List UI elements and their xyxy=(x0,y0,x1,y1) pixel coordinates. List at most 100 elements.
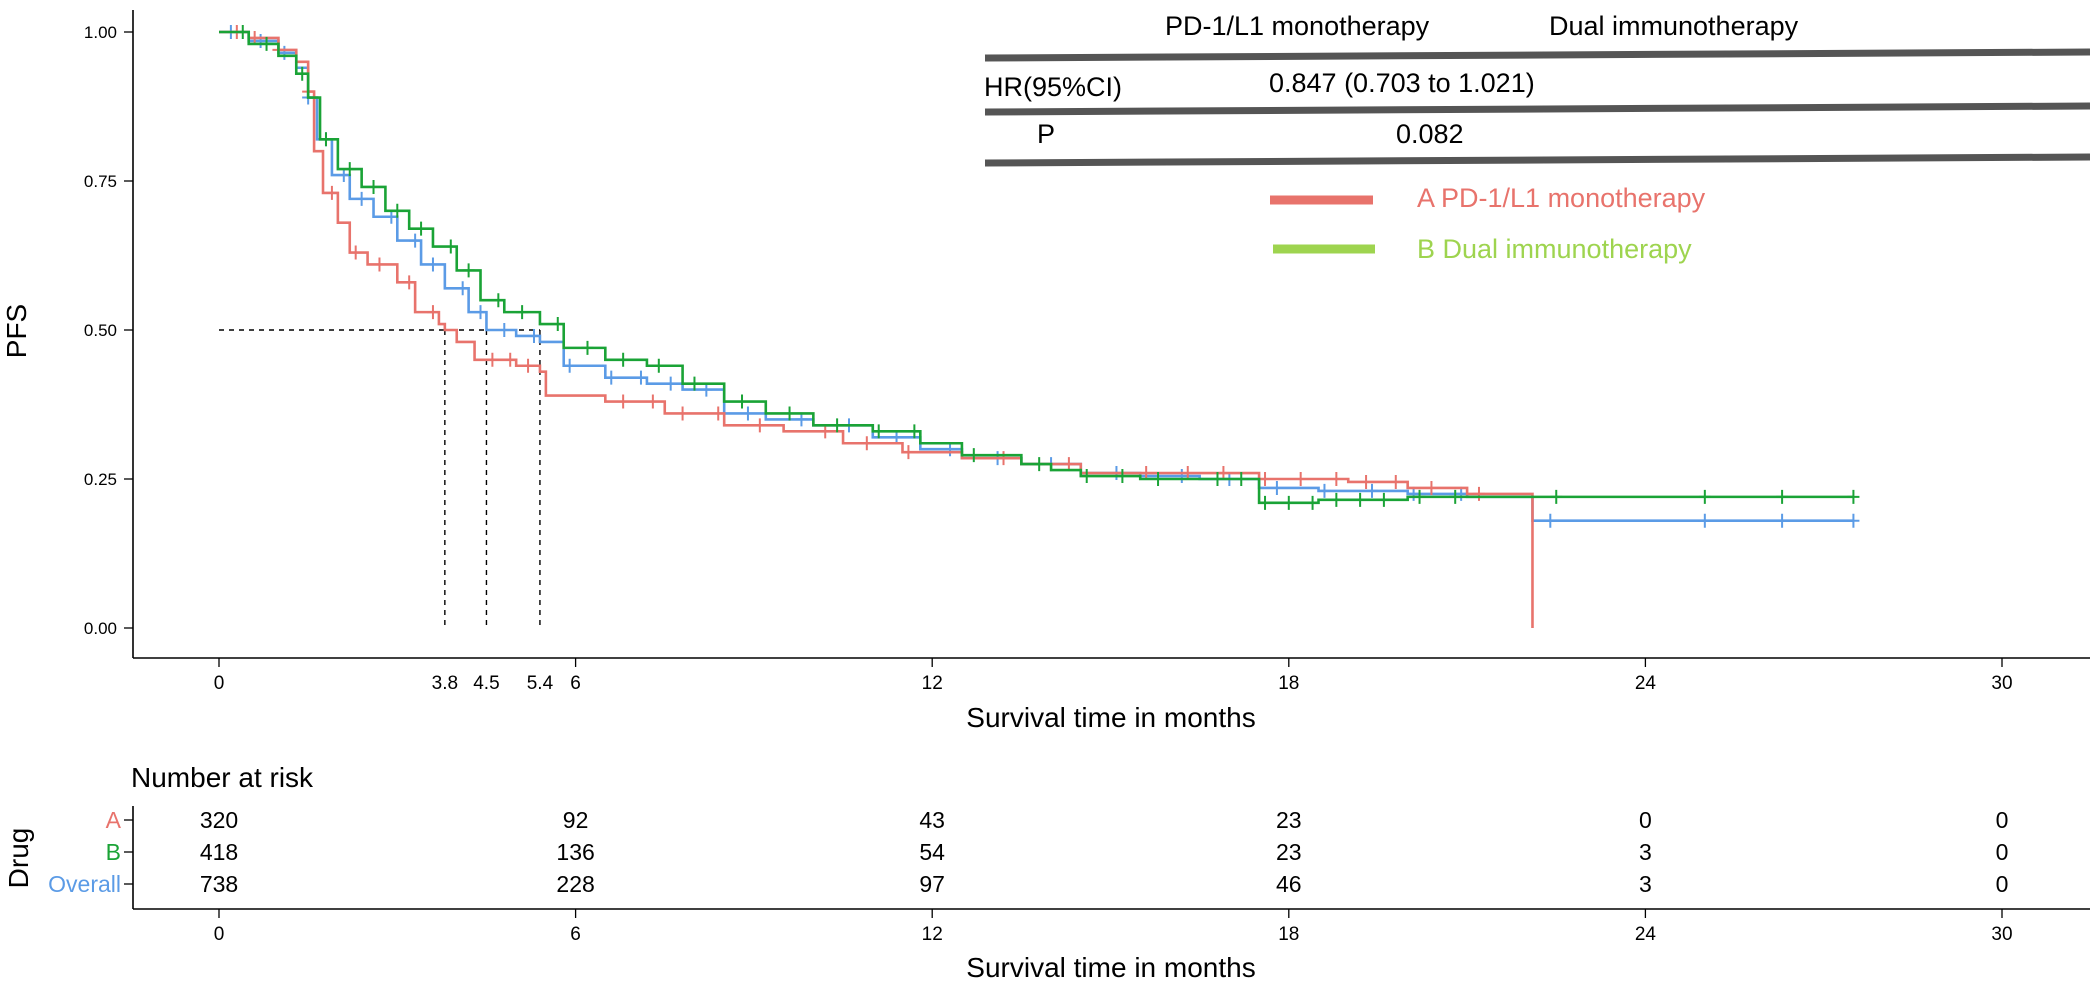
y-axis-title: PFS xyxy=(1,304,32,358)
risk-count: 0 xyxy=(1996,839,2009,865)
risk-count: 418 xyxy=(200,839,238,865)
censor-mark xyxy=(1360,474,1373,489)
risk-row-label: Overall xyxy=(48,871,121,897)
median-label: 3.8 xyxy=(432,673,458,694)
median-label: 4.5 xyxy=(473,673,499,694)
censor-mark xyxy=(474,305,487,320)
risk-count: 0 xyxy=(1639,807,1652,833)
risk-x-tick-label: 0 xyxy=(214,924,225,945)
risk-count: 320 xyxy=(200,807,238,833)
x-tick-label: 12 xyxy=(922,673,943,694)
risk-rows: A 320 92 43 23 0 0 B 418 136 54 23 3 0 Overall 738 228 97… xyxy=(48,807,2008,897)
censor-mark xyxy=(426,257,439,272)
censor-mark xyxy=(319,132,332,147)
censor-mark xyxy=(1270,480,1283,495)
censor-mark xyxy=(1318,483,1331,498)
stats-hr-label: HR(95%CI) xyxy=(984,72,1122,102)
censor-mark xyxy=(551,317,564,332)
risk-x-axis-title: Survival time in months xyxy=(966,952,1255,981)
censor-mark xyxy=(236,25,249,39)
stats-rule-mid xyxy=(984,102,2091,116)
risk-count: 43 xyxy=(919,807,945,833)
censor-mark xyxy=(456,281,469,296)
risk-count: 228 xyxy=(556,871,594,897)
risk-count: 0 xyxy=(1996,871,2009,897)
censor-mark xyxy=(325,185,338,200)
risk-count: 738 xyxy=(200,871,238,897)
censor-mark xyxy=(355,191,368,206)
censor-mark xyxy=(1472,486,1485,501)
censor-mark xyxy=(860,436,873,451)
stats-rule-top xyxy=(984,48,2091,62)
censor-mark xyxy=(634,370,647,385)
risk-y-axis-title: Drug xyxy=(3,828,34,889)
median-label: 5.4 xyxy=(527,673,554,694)
stats-header-monotherapy: PD-1/L1 monotherapy xyxy=(1165,11,1430,41)
censor-mark xyxy=(1550,489,1563,504)
censor-mark xyxy=(1847,489,1860,504)
censor-mark xyxy=(581,340,594,355)
stats-hr-value: 0.847 (0.703 to 1.021) xyxy=(1269,68,1535,98)
censor-mark xyxy=(1116,469,1129,484)
x-tick-label: 30 xyxy=(1991,673,2012,694)
y-tick-label: 0.50 xyxy=(84,321,117,340)
risk-count: 136 xyxy=(556,839,594,865)
x-tick-label: 24 xyxy=(1635,673,1657,694)
censor-mark xyxy=(1033,457,1046,472)
y-axis-ticks: 0.00 0.25 0.50 0.75 1.00 xyxy=(84,23,133,638)
risk-count: 23 xyxy=(1276,839,1302,865)
censor-mark xyxy=(1175,469,1188,484)
x-tick-label: 0 xyxy=(214,673,225,694)
censor-mark xyxy=(1235,472,1248,486)
censor-mark xyxy=(1306,495,1319,510)
stats-rule-bottom xyxy=(984,153,2091,167)
main-plot: 0.00 0.25 0.50 0.75 1.00 0 6 12 18 24 30 3.8 4.5 5.… xyxy=(1,10,2090,733)
censor-mark xyxy=(1330,472,1343,486)
censor-mark xyxy=(605,370,618,385)
censor-mark xyxy=(367,179,380,194)
censor-mark xyxy=(498,323,511,337)
censor-mark xyxy=(1377,492,1390,507)
curve-b xyxy=(219,30,1854,505)
censor-mark xyxy=(1259,472,1272,486)
censor-mark xyxy=(563,358,576,373)
censor-mark xyxy=(967,448,980,463)
censor-mark xyxy=(409,233,422,248)
risk-count: 92 xyxy=(563,807,589,833)
series-b xyxy=(219,25,1860,510)
curve-a xyxy=(219,30,1534,628)
censor-mark xyxy=(1698,513,1711,528)
censor-mark xyxy=(902,445,915,460)
risk-x-tick-label: 18 xyxy=(1278,924,1299,945)
legend-label-b: B Dual immunotherapy xyxy=(1417,234,1692,264)
censor-mark xyxy=(676,406,689,421)
median-survival-lines: 3.8 4.5 5.4 xyxy=(219,329,554,694)
legend: A PD-1/L1 monotherapy B Dual immunothera… xyxy=(1270,183,1706,264)
censor-mark xyxy=(415,221,428,236)
x-axis-ticks: 0 6 12 18 24 30 xyxy=(214,658,2013,694)
censor-mark xyxy=(652,358,665,373)
censor-mark xyxy=(1152,472,1165,486)
legend-label-a: A PD-1/L1 monotherapy xyxy=(1417,183,1706,213)
censor-mark xyxy=(1080,469,1093,484)
censor-mark xyxy=(1698,489,1711,504)
censor-mark xyxy=(1776,513,1789,528)
y-tick-label: 0.75 xyxy=(84,172,117,191)
censor-mark xyxy=(1389,474,1402,489)
risk-x-tick-label: 6 xyxy=(570,924,581,945)
censor-mark xyxy=(504,352,517,367)
risk-count: 54 xyxy=(919,839,945,865)
censor-mark xyxy=(1294,472,1307,486)
censor-mark xyxy=(688,376,701,391)
censor-mark xyxy=(1259,495,1272,510)
censor-mark xyxy=(1776,489,1789,504)
stats-table: PD-1/L1 monotherapy Dual immunotherapy H… xyxy=(984,11,2091,167)
censor-mark xyxy=(1449,489,1462,504)
stats-header-dual: Dual immunotherapy xyxy=(1549,11,1799,41)
risk-table-title: Number at risk xyxy=(131,762,314,793)
censor-mark xyxy=(296,66,309,81)
censor-mark xyxy=(486,352,499,367)
censor-mark xyxy=(522,358,535,373)
censor-mark xyxy=(617,394,630,409)
